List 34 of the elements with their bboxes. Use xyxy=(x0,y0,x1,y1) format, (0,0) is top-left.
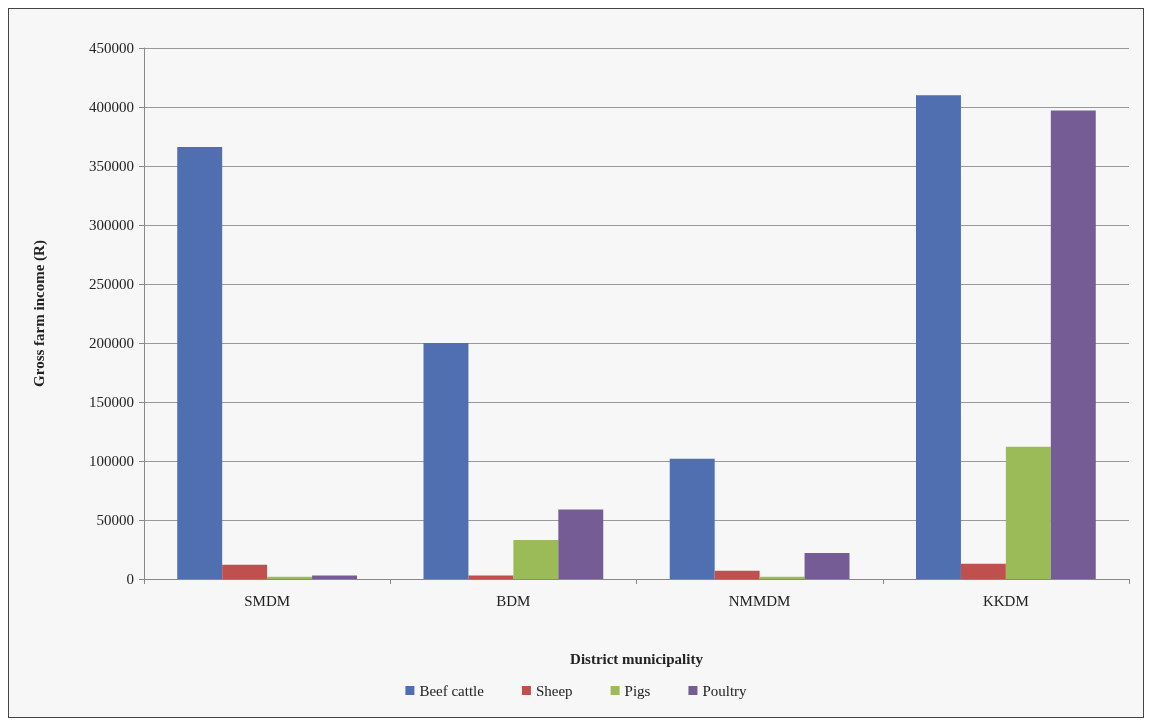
y-tick-label: 0 xyxy=(126,571,134,587)
y-tick-label: 300000 xyxy=(89,217,134,233)
bar xyxy=(1005,446,1051,579)
y-tick-label: 350000 xyxy=(89,158,134,174)
bar xyxy=(915,95,961,579)
y-tick-label: 400000 xyxy=(89,99,134,115)
bar xyxy=(177,147,223,579)
legend-label: Pigs xyxy=(624,682,651,699)
x-tick-label: KKDM xyxy=(982,592,1029,609)
bar xyxy=(513,540,559,579)
bar xyxy=(468,575,514,579)
y-tick-label: 450000 xyxy=(89,40,134,56)
y-tick-label: 150000 xyxy=(89,394,134,410)
y-axis-title: Gross farm income (R) xyxy=(30,240,48,387)
bar xyxy=(714,570,760,579)
y-tick-label: 100000 xyxy=(89,453,134,469)
legend-label: Sheep xyxy=(535,682,573,699)
y-tick-label: 250000 xyxy=(89,276,134,292)
bar xyxy=(804,553,850,579)
bar xyxy=(1050,110,1096,579)
legend-label: Beef cattle xyxy=(419,682,485,699)
bar xyxy=(558,509,604,579)
y-tick-label: 50000 xyxy=(96,512,134,528)
y-tick-label: 200000 xyxy=(89,335,134,351)
bar xyxy=(669,458,715,579)
x-tick-label: BDM xyxy=(496,592,531,609)
bar xyxy=(222,564,268,579)
x-tick-label: SMDM xyxy=(244,592,291,609)
bar xyxy=(423,343,469,579)
bar xyxy=(960,563,1006,579)
bar xyxy=(312,575,358,579)
x-tick-label: NMMDM xyxy=(728,592,791,609)
x-axis-title: District municipality xyxy=(570,650,704,667)
legend-label: Poultry xyxy=(702,682,748,699)
